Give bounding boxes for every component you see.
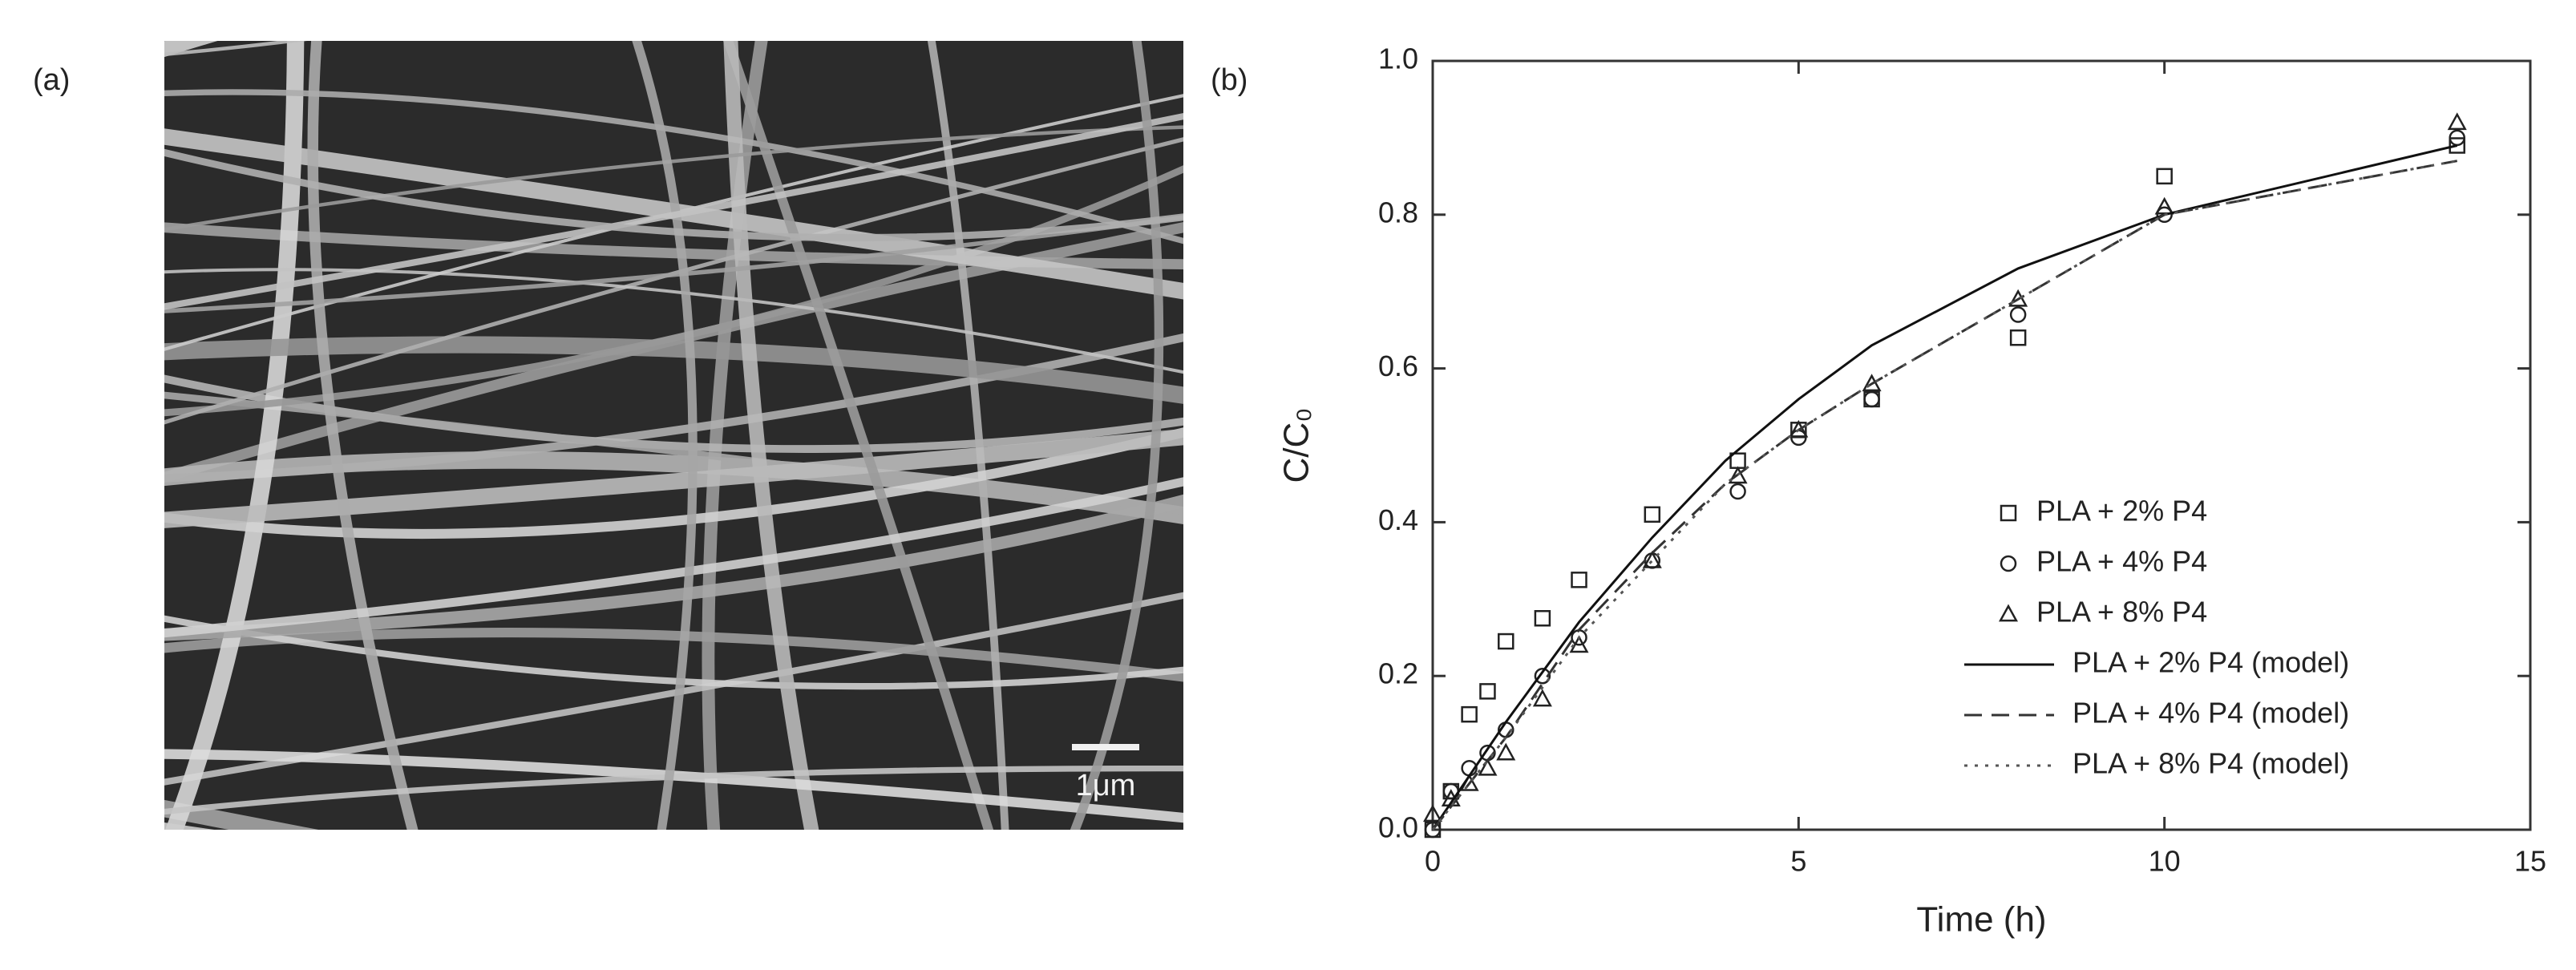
scale-bar	[1072, 744, 1139, 750]
fiber	[723, 41, 819, 830]
data-point	[1571, 572, 1587, 588]
data-point	[1728, 466, 1748, 484]
x-tick-label: 15	[2514, 845, 2546, 878]
x-tick-label: 5	[1790, 845, 1806, 878]
x-tick-label: 10	[2149, 845, 2181, 878]
scale-bar-label: 1μm	[1076, 769, 1136, 802]
data-point	[1461, 705, 1478, 723]
sem-image	[164, 41, 1183, 830]
data-point	[1569, 635, 1589, 653]
legend-marker	[2000, 504, 2017, 522]
legend-label: PLA + 4% P4	[2036, 545, 2207, 578]
data-point	[1642, 550, 1662, 568]
fiber	[164, 615, 1183, 690]
fiber	[307, 41, 419, 830]
data-point	[1496, 742, 1516, 761]
y-tick-label: 0.0	[1378, 811, 1418, 844]
fiber	[164, 494, 1183, 641]
fiber	[164, 427, 1183, 540]
fiber	[164, 148, 1183, 242]
data-point	[2449, 137, 2465, 154]
data-point	[1478, 758, 1498, 776]
data-point	[2156, 168, 2173, 185]
x-tick-label: 0	[1425, 845, 1441, 878]
panel-label: (a)	[33, 63, 70, 97]
data-point	[2009, 306, 2027, 323]
data-point	[1498, 633, 1514, 650]
legend-label: PLA + 4% P4 (model)	[2073, 697, 2349, 730]
data-point	[2447, 112, 2467, 131]
data-point	[1532, 689, 1552, 707]
x-axis-label: Time (h)	[1916, 900, 2046, 940]
legend-label: PLA + 2% P4 (model)	[2073, 646, 2349, 679]
plot-frame	[1431, 59, 2532, 831]
fiber	[164, 137, 1183, 425]
legend-marker	[1998, 604, 2019, 622]
legend-label: PLA + 8% P4	[2036, 596, 2207, 628]
y-tick-label: 0.4	[1378, 503, 1418, 536]
fiber	[632, 41, 698, 830]
data-point	[1862, 374, 1882, 392]
model-line	[1431, 144, 2458, 831]
data-point	[1424, 821, 1442, 839]
fiber	[164, 799, 319, 830]
chart: 0 5 10 15 0.0 0.2 0.4 0.6 0.8 1.0 Time (h) C/C₀ PLA …	[1277, 42, 2546, 940]
fiber	[164, 125, 1183, 232]
fiber	[164, 822, 212, 830]
data-point	[2156, 206, 2173, 224]
data-point	[2449, 129, 2465, 147]
legend-label: PLA + 2% P4	[2036, 495, 2207, 527]
y-tick-label: 1.0	[1378, 42, 1418, 75]
legend: PLA + 2% P4 PLA + 4% P4 PLA + 8% P4 PLA + 2…	[1964, 495, 2349, 780]
data-point	[1422, 804, 1443, 822]
y-tick-label: 0.8	[1378, 196, 1418, 228]
data-point	[1863, 390, 1880, 408]
fiber	[164, 112, 1183, 310]
y-axis-label: C/C₀	[1277, 407, 1316, 483]
fiber	[164, 765, 1183, 815]
data-point	[1479, 683, 1496, 700]
data-point	[2009, 329, 2027, 346]
fiber	[164, 336, 1183, 404]
fiber	[723, 41, 994, 830]
data-point	[1789, 419, 1809, 438]
data-point	[1534, 667, 1551, 685]
fiber	[164, 268, 1183, 374]
fiber	[164, 477, 1183, 638]
panel-label: (b)	[1211, 63, 1248, 97]
fiber	[164, 428, 1183, 528]
data-point	[1534, 610, 1551, 627]
fiber	[164, 89, 1183, 245]
data-point	[2008, 289, 2028, 307]
fibers	[164, 41, 1183, 830]
model-line	[1431, 160, 2458, 831]
y-tick-label: 0.6	[1378, 350, 1418, 382]
legend-label: PLA + 8% P4 (model)	[2073, 747, 2349, 780]
data-point	[1644, 506, 1661, 523]
fiber	[164, 391, 1183, 523]
model-line	[1431, 160, 2458, 831]
legend-marker	[2000, 555, 2017, 572]
y-tick-label: 0.2	[1378, 657, 1418, 690]
data-point	[1729, 483, 1746, 500]
fiber	[164, 628, 1183, 682]
fiber	[164, 749, 1183, 823]
